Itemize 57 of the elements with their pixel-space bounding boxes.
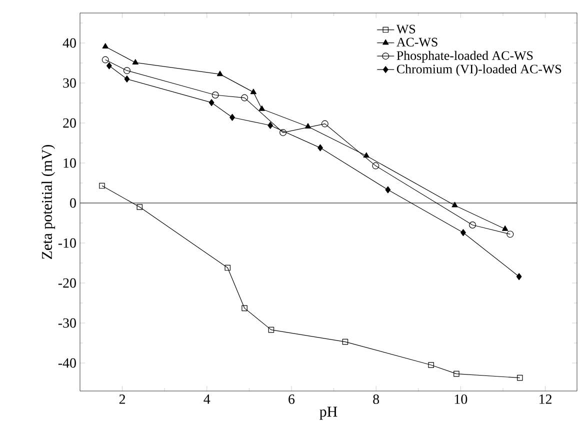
point [102, 43, 108, 48]
point [268, 326, 274, 333]
y-tick-label: -40 [58, 358, 76, 368]
x-tick-label: 2 [119, 394, 126, 404]
x-tick-label: 6 [288, 394, 295, 404]
legend-label: Phosphate-loaded AC-WS [396, 50, 533, 63]
point [99, 182, 105, 189]
point [516, 273, 522, 280]
point [230, 114, 235, 121]
x-tick-label: 4 [204, 394, 210, 404]
y-tick-label: 30 [63, 78, 76, 88]
x-tick-label: 12 [540, 394, 552, 404]
point [258, 106, 265, 111]
y-tick-label: -10 [58, 238, 76, 248]
point [428, 362, 434, 368]
point [506, 230, 514, 238]
x-axis-title: pH [320, 406, 338, 420]
point [124, 76, 130, 82]
point [372, 162, 380, 170]
point [123, 67, 130, 74]
y-tick-label: 40 [62, 38, 76, 48]
point [224, 264, 231, 271]
legend-label: WS [396, 24, 416, 34]
y-axis-title: Zeta poteitial (mV) [41, 144, 56, 259]
point [136, 204, 143, 210]
y-tick-label: 10 [64, 158, 76, 168]
point [452, 202, 458, 208]
point [517, 374, 523, 381]
point [208, 99, 214, 106]
x-tick-label: 8 [373, 394, 380, 404]
point [321, 120, 328, 128]
point [102, 56, 109, 64]
point [132, 59, 138, 64]
point [460, 229, 466, 236]
point [106, 62, 112, 70]
point [241, 94, 248, 102]
x-tick-label: 10 [454, 394, 468, 404]
point [242, 305, 248, 312]
point [385, 186, 391, 194]
point [212, 92, 219, 98]
point [454, 370, 460, 377]
point [268, 122, 274, 129]
point [502, 226, 508, 231]
point [216, 70, 224, 76]
point [280, 129, 287, 136]
point [363, 152, 370, 158]
point [469, 222, 476, 228]
y-tick-label: -20 [58, 278, 76, 288]
point [318, 144, 323, 152]
y-tick-label: -30 [58, 318, 76, 328]
point [342, 338, 348, 345]
legend-label: AC-WS [396, 38, 438, 47]
legend-label: Chromium (VI)-loaded AC-WS [396, 64, 562, 76]
y-tick-label: 0 [70, 198, 76, 208]
point [304, 123, 312, 128]
y-tick-label: 20 [63, 118, 76, 128]
point [250, 88, 256, 94]
